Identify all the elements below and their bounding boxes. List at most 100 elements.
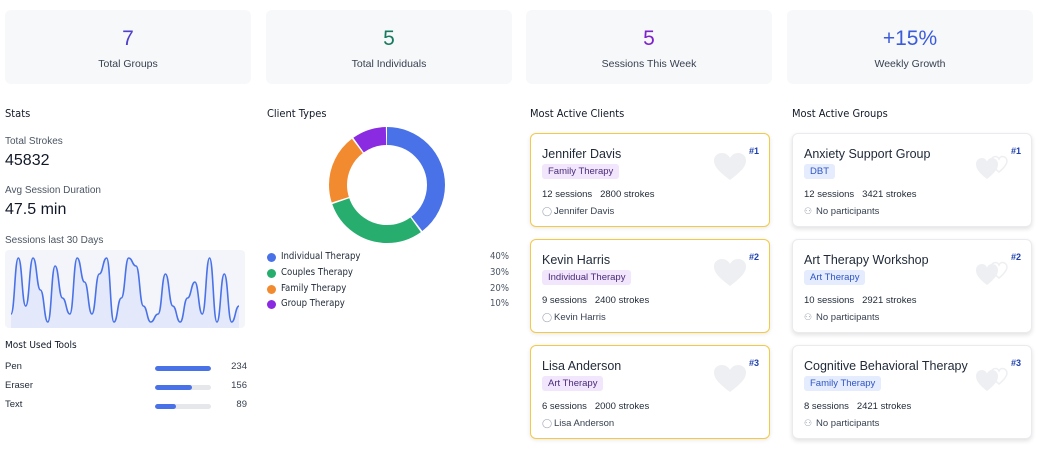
group-type-badge: Art Therapy	[804, 270, 866, 285]
session-count: 12 sessions	[542, 189, 593, 200]
client-name: Kevin Harris	[542, 253, 611, 267]
stat-label: Total Groups	[98, 58, 158, 70]
participants-text: No participants	[816, 418, 880, 429]
client-name: Jennifer Davis	[542, 147, 622, 161]
client-type-badge: Family Therapy	[542, 164, 620, 179]
legend-item-individual: Individual Therapy 40%	[267, 251, 509, 265]
sparkline-line	[10, 257, 240, 323]
legend-dot	[267, 300, 276, 309]
stat-value: 7	[122, 27, 134, 50]
person-name: Kevin Harris	[554, 312, 606, 323]
tool-usage-bar	[155, 366, 211, 371]
donut-slice-0[interactable]	[329, 127, 445, 243]
participants-text: No participants	[816, 312, 880, 323]
client-person: ◯ Jennifer Davis	[542, 206, 614, 217]
session-count: 8 sessions	[804, 401, 849, 412]
stroke-count: 2921 strokes	[862, 295, 917, 306]
session-count: 9 sessions	[542, 295, 587, 306]
heart-icon[interactable]	[713, 364, 747, 394]
client-stats: 6 sessions 2000 strokes	[542, 401, 649, 412]
client-type-badge: Art Therapy	[542, 376, 604, 391]
stat-label: Sessions This Week	[601, 58, 697, 70]
group-type-badge: DBT	[804, 164, 835, 179]
client-card-2[interactable]: Kevin Harris Individual Therapy 9 sessio…	[530, 239, 770, 333]
group-type-badge: Family Therapy	[804, 376, 882, 391]
tool-row-text: Text 89	[5, 399, 247, 413]
legend-label: Family Therapy	[281, 283, 347, 294]
group-stats: 8 sessions 2421 strokes	[804, 401, 911, 412]
group-card-2[interactable]: Art Therapy Workshop Art Therapy 10 sess…	[792, 239, 1032, 333]
stat-value: 5	[383, 27, 395, 50]
rank-badge: #1	[748, 146, 759, 156]
sessions-sparkline-chart	[5, 250, 245, 328]
group-card-3[interactable]: Cognitive Behavioral Therapy Family Ther…	[792, 345, 1032, 439]
tool-usage-fill	[155, 366, 211, 371]
total-strokes-label: Total Strokes	[5, 136, 63, 147]
session-count: 6 sessions	[542, 401, 587, 412]
legend-item-couples: Couples Therapy 30%	[267, 267, 509, 281]
stat-card-total-individuals: 5 Total Individuals	[266, 10, 512, 84]
tool-usage-fill	[155, 385, 193, 390]
stat-label: Weekly Growth	[874, 58, 946, 70]
tool-usage-bar	[155, 404, 211, 409]
hearts-icon[interactable]	[975, 364, 1009, 394]
group-stats: 10 sessions 2921 strokes	[804, 295, 917, 306]
tool-usage-bar	[155, 385, 211, 390]
stats-title: Stats	[5, 107, 31, 120]
client-person: ◯ Lisa Anderson	[542, 418, 614, 429]
avg-duration-value: 47.5 min	[5, 201, 67, 218]
sparkline-area	[11, 258, 239, 328]
active-groups-title: Most Active Groups	[792, 107, 888, 120]
legend-dot	[267, 253, 276, 262]
client-card-1[interactable]: Jennifer Davis Family Therapy 12 session…	[530, 133, 770, 227]
client-name: Lisa Anderson	[542, 359, 622, 373]
tool-name: Pen	[5, 361, 22, 372]
legend-percent: 10%	[490, 298, 509, 309]
group-participants: ⚇ No participants	[804, 312, 879, 323]
stat-card-sessions-this-week: 5 Sessions This Week	[526, 10, 772, 84]
heart-icon[interactable]	[713, 258, 747, 288]
group-card-1[interactable]: Anxiety Support Group DBT 12 sessions 34…	[792, 133, 1032, 227]
users-icon: ⚇	[804, 418, 813, 428]
tool-count: 234	[231, 361, 247, 372]
hearts-icon[interactable]	[975, 152, 1009, 182]
rank-badge: #3	[748, 358, 759, 368]
legend-label: Individual Therapy	[281, 251, 361, 262]
stroke-count: 2000 strokes	[594, 401, 650, 412]
stroke-count: 2800 strokes	[600, 189, 655, 200]
sessions-chart-label: Sessions last 30 Days	[5, 235, 104, 246]
rank-badge: #2	[748, 252, 759, 262]
group-name: Art Therapy Workshop	[804, 253, 929, 267]
total-strokes-value: 45832	[5, 152, 50, 169]
stat-value: 5	[643, 27, 655, 50]
tool-name: Text	[5, 399, 23, 410]
user-icon: ◯	[542, 312, 553, 322]
client-person: ◯ Kevin Harris	[542, 312, 606, 323]
users-icon: ⚇	[804, 206, 813, 216]
group-stats: 12 sessions 3421 strokes	[804, 189, 917, 200]
client-card-3[interactable]: Lisa Anderson Art Therapy 6 sessions 200…	[530, 345, 770, 439]
donut-slice-2[interactable]	[329, 127, 445, 243]
legend-label: Couples Therapy	[281, 267, 353, 278]
rank-badge: #2	[1010, 252, 1021, 262]
tool-row-eraser: Eraser 156	[5, 380, 247, 394]
legend-item-group: Group Therapy 10%	[267, 298, 509, 312]
stroke-count: 2400 strokes	[594, 295, 650, 306]
hearts-icon[interactable]	[975, 258, 1009, 288]
group-name: Cognitive Behavioral Therapy	[804, 359, 968, 373]
client-types-title: Client Types	[267, 107, 327, 120]
stat-card-weekly-growth: +15% Weekly Growth	[787, 10, 1033, 84]
donut-slice-1[interactable]	[329, 127, 445, 243]
tool-count: 156	[231, 380, 247, 391]
users-icon: ⚇	[804, 312, 813, 322]
group-participants: ⚇ No participants	[804, 418, 879, 429]
rank-badge: #1	[1010, 146, 1021, 156]
stroke-count: 2421 strokes	[856, 401, 912, 412]
person-name: Lisa Anderson	[554, 418, 615, 429]
legend-dot	[267, 285, 276, 294]
user-icon: ◯	[542, 206, 553, 216]
legend-label: Group Therapy	[281, 298, 345, 309]
tool-name: Eraser	[5, 380, 33, 391]
tools-title: Most Used Tools	[5, 340, 77, 351]
heart-icon[interactable]	[713, 152, 747, 182]
